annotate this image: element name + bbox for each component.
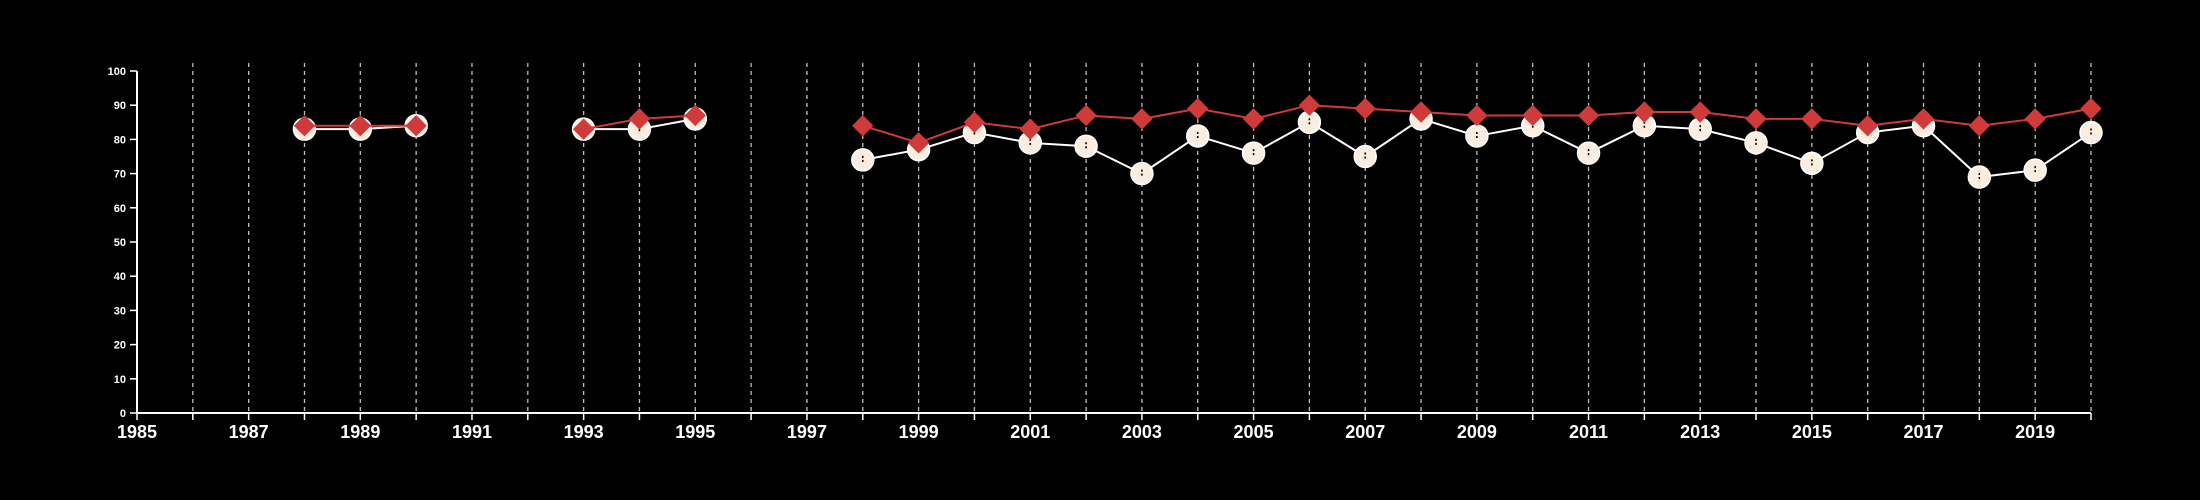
axes: 0 10 20 30 40 50 60 70 80 90 100 1985 1987 1989 1991 19… [108,66,2092,442]
y-tick-label-0: 0 [120,408,126,420]
y-tick-label-10: 10 [114,374,126,386]
y-tick-label-70: 70 [114,169,126,181]
series-layer [292,94,2103,189]
series-2-point-2013 [1689,101,1711,123]
series-2-point-1995 [684,104,706,127]
x-tick-label-2009: 2009 [1457,422,1497,442]
y-tick-label-80: 80 [114,134,126,146]
x-tick-label-2015: 2015 [1792,422,1832,442]
x-tick-label-2001: 2001 [1010,422,1050,442]
y-tick-label-100: 100 [108,66,126,78]
series-2-point-2010 [1522,104,1544,127]
series-2-point-2007 [1354,97,1376,120]
series-2-point-2003 [1131,108,1153,130]
x-tick-label-2007: 2007 [1345,422,1385,442]
series-2-point-2006 [1298,94,1321,116]
series-2-point-2019 [2024,108,2046,130]
x-tick-label-1997: 1997 [787,422,827,442]
x-tick-label-2017: 2017 [1903,422,1943,442]
series-2-point-2001 [1019,118,1041,140]
x-tick-label-2005: 2005 [1234,422,1274,442]
y-tick-label-90: 90 [114,100,126,112]
y-tick-label-60: 60 [114,203,126,215]
series-2 [293,94,2102,154]
y-tick-label-40: 40 [114,271,126,283]
x-tick-label-1987: 1987 [229,422,269,442]
series-2-point-1998 [852,115,874,137]
series-2-point-2009 [1466,104,1488,127]
x-tick-label-1991: 1991 [452,422,492,442]
series-2-point-2005 [1242,108,1265,130]
x-tick-label-2003: 2003 [1122,422,1162,442]
series-2-point-2002 [1075,104,1097,127]
y-tick-label-50: 50 [114,237,126,249]
series-2-point-2012 [1633,101,1656,123]
series-2-point-2004 [1187,97,1209,120]
x-tick-label-1989: 1989 [340,422,380,442]
series-2-point-1988 [293,115,316,137]
series-2-point-1993 [572,118,595,140]
x-tick-label-1993: 1993 [564,422,604,442]
series-2-point-2015 [1801,108,1823,130]
y-tick-label-30: 30 [114,305,126,317]
series-2-point-2000 [963,111,986,134]
x-tick-label-1995: 1995 [675,422,715,442]
x-tick-label-2019: 2019 [2015,422,2055,442]
x-tick-label-1999: 1999 [899,422,939,442]
series-2-point-2008 [1410,101,1432,123]
series-2-point-1999 [907,132,930,154]
series-2-point-2016 [1856,115,1879,137]
series-2-point-2018 [1968,115,1991,137]
series-2-point-2020 [2080,97,2102,120]
x-tick-label-1985: 1985 [117,422,157,442]
x-tick-label-2013: 2013 [1680,422,1720,442]
series-2-point-1994 [628,108,651,130]
series-2-point-2014 [1745,108,1767,130]
series-2-point-1990 [405,115,427,137]
x-tick-label-2011: 2011 [1569,422,1608,442]
series-2-point-2011 [1577,104,1600,127]
series-2-point-2017 [1912,108,1935,130]
series-2-point-1989 [349,115,372,137]
y-tick-label-20: 20 [114,340,126,352]
